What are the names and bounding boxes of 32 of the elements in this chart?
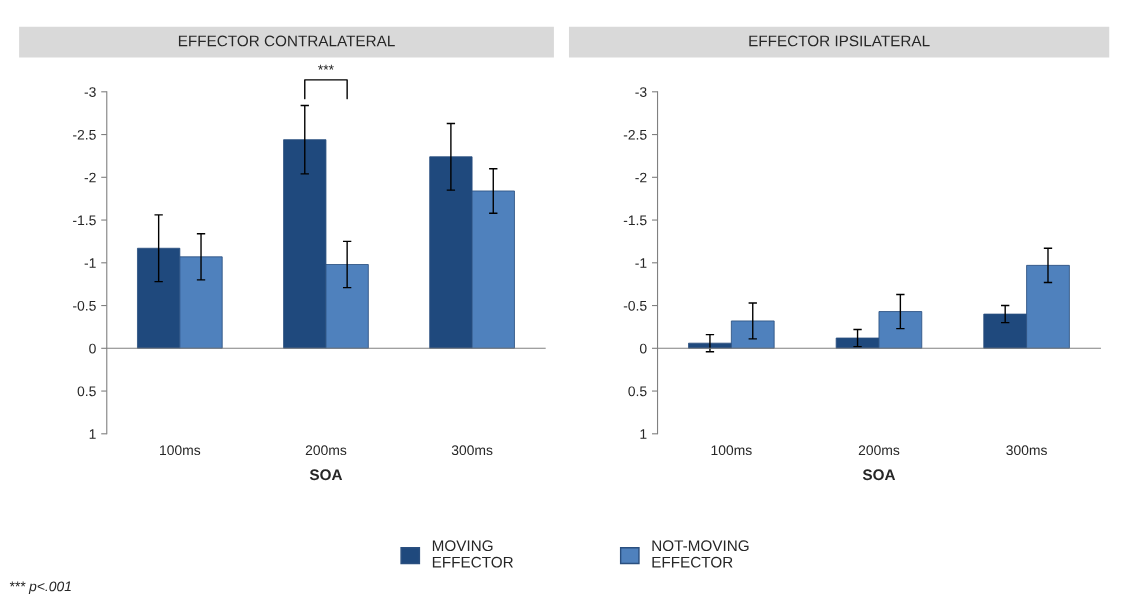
x-axis-title: SOA	[309, 469, 343, 481]
x-tick-label: 100ms	[160, 445, 201, 456]
y-tick-label: -0.5	[73, 300, 96, 311]
y-tick-label: 1	[640, 429, 647, 439]
x-tick-label: 100ms	[711, 445, 752, 456]
y-tick-label: -3	[84, 87, 96, 97]
y-tick-label: -1.5	[623, 215, 647, 226]
y-tick-label: 0	[639, 343, 647, 354]
text: ***	[318, 64, 334, 70]
y-tick-label: -1	[635, 258, 647, 268]
y-tick-label: -1	[84, 258, 96, 268]
x-tick-label: 300ms	[1006, 445, 1047, 456]
chart-title: EFFECTOR IPSILATERAL	[749, 35, 930, 47]
y-tick-label: 1	[89, 429, 96, 439]
y-tick-label: -2.5	[73, 129, 96, 140]
x-axis-title: SOA	[862, 469, 896, 481]
y-tick-label: 0	[89, 343, 96, 354]
y-tick-label: -2	[84, 172, 96, 183]
legend-label: NOT-MOVING EFFECTOR	[652, 540, 749, 568]
y-tick-label: 0.5	[628, 386, 647, 397]
legend-label: MOVING EFFECTOR	[432, 540, 513, 568]
x-tick-label: 200ms	[305, 445, 347, 456]
y-tick-label: -3	[635, 87, 647, 97]
y-tick-label: 0.5	[77, 386, 96, 397]
y-tick-label: -2.5	[623, 129, 647, 140]
y-tick-label: -1.5	[73, 215, 96, 226]
text: *** p<.001	[9, 581, 71, 594]
x-tick-label: 200ms	[858, 445, 900, 456]
chart-title: EFFECTOR CONTRALATERAL	[178, 35, 395, 47]
x-tick-label: 300ms	[451, 445, 493, 456]
y-tick-label: -2	[635, 172, 647, 183]
y-tick-label: -0.5	[623, 300, 647, 311]
